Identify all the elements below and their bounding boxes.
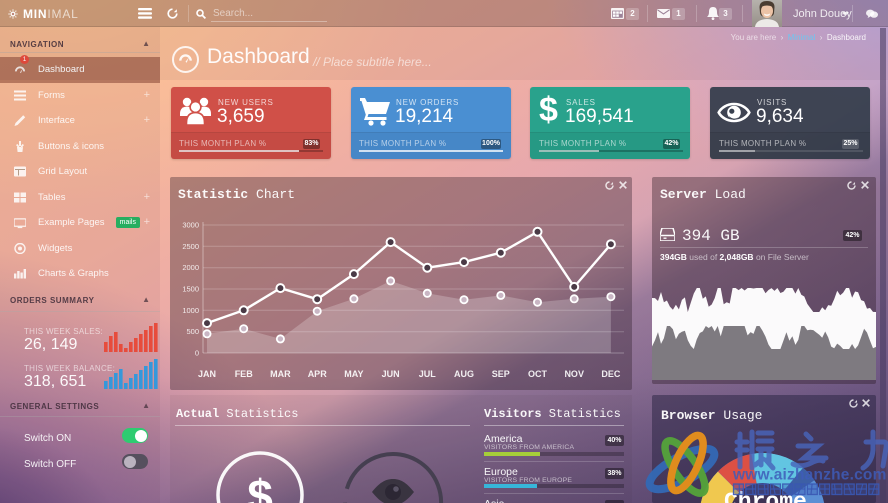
svg-text:MAR: MAR <box>270 369 291 379</box>
svg-text:2000: 2000 <box>182 263 199 272</box>
svg-text:JAN: JAN <box>198 369 216 379</box>
svg-text:MAY: MAY <box>344 369 363 379</box>
svg-text:SEP: SEP <box>492 369 510 379</box>
svg-text:NOV: NOV <box>564 369 584 379</box>
svg-text:3000: 3000 <box>182 221 199 230</box>
svg-text:1500: 1500 <box>182 285 199 294</box>
svg-text:JUL: JUL <box>419 369 437 379</box>
svg-text:1000: 1000 <box>182 306 199 315</box>
svg-text:OCT: OCT <box>528 369 548 379</box>
svg-text:AUG: AUG <box>454 369 474 379</box>
svg-text:2500: 2500 <box>182 242 199 251</box>
svg-text:0: 0 <box>195 349 199 358</box>
svg-text:FEB: FEB <box>235 369 254 379</box>
svg-text:www.aizhanzhe.com: www.aizhanzhe.com <box>732 467 887 484</box>
svg-text:JUN: JUN <box>382 369 400 379</box>
svg-text:DEC: DEC <box>601 369 621 379</box>
svg-text:APR: APR <box>308 369 328 379</box>
svg-text:$: $ <box>247 470 273 503</box>
svg-text:500: 500 <box>186 327 199 336</box>
